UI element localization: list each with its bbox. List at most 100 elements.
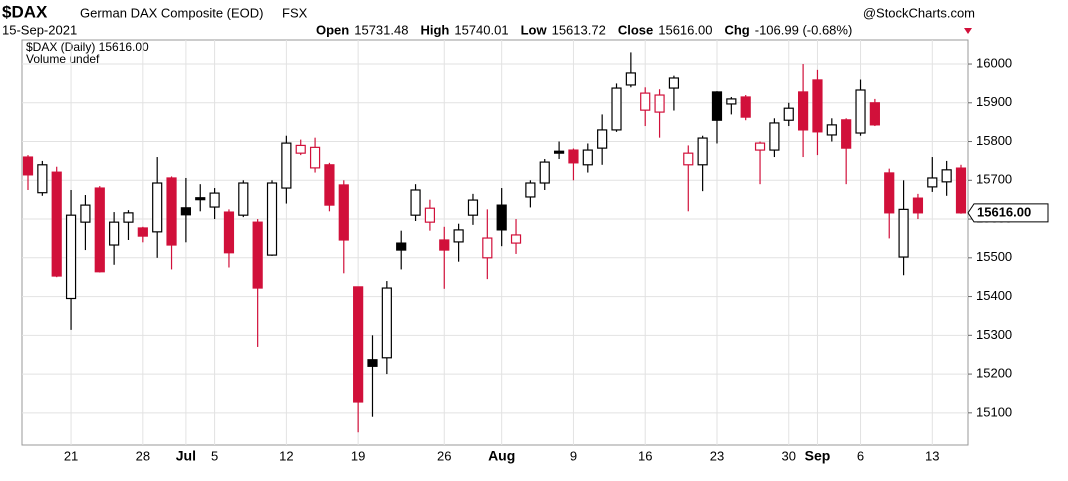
quote-value: -106.99 (-0.68%) (755, 22, 853, 37)
x-tick-label: Sep (805, 448, 831, 464)
candle-body (309, 146, 321, 169)
candle-body (209, 192, 220, 208)
legend-volume: Volume undef (26, 52, 100, 66)
name: German DAX Composite (EOD) (80, 5, 264, 20)
candle-body (367, 359, 378, 367)
y-tick-label: 15700 (976, 172, 1012, 187)
candle-body (137, 227, 148, 237)
x-tick-label: 6 (857, 448, 864, 463)
x-tick-label: 19 (351, 448, 365, 463)
candle-body (223, 211, 235, 254)
candle-body (94, 187, 105, 273)
x-tick-label: 30 (782, 448, 796, 463)
quote-label: High (420, 22, 449, 37)
quote-value: 15613.72 (552, 22, 606, 37)
x-tick-label: 28 (136, 448, 150, 463)
candle-body (640, 92, 651, 111)
quote: Open 15731.48 High 15740.01 Low 15613.72 Close… (316, 22, 852, 37)
candle-body (683, 152, 694, 166)
candle-body (783, 107, 794, 121)
quote-value: 15731.48 (354, 22, 408, 37)
y-tick-label: 15400 (976, 288, 1012, 303)
quote-value: 15616.00 (658, 22, 712, 37)
candle-body (553, 150, 565, 154)
last-price-label: 15616.00 (977, 204, 1031, 219)
x-tick-label: 9 (570, 448, 577, 463)
x-tick-label: Aug (488, 448, 515, 464)
candle-body (51, 171, 62, 277)
legend-price: $DAX (Daily) 15616.00 (26, 40, 149, 54)
candle-body (539, 161, 550, 184)
y-tick-label: 15900 (976, 94, 1012, 109)
candle-body (668, 77, 680, 89)
y-tick-label: 15500 (976, 249, 1012, 264)
candle-body (166, 177, 177, 246)
x-tick-label: 5 (211, 448, 218, 463)
candle-body (812, 79, 823, 133)
candle-body (80, 204, 91, 223)
x-tick-label: 26 (437, 448, 451, 463)
candle-body (826, 124, 837, 136)
quote-label: Close (618, 22, 653, 37)
candle-body (955, 167, 967, 214)
candle-body (353, 286, 364, 403)
candle-body (381, 287, 392, 359)
candle-body (912, 197, 924, 214)
y-tick-label: 15300 (976, 327, 1012, 342)
candle-body (295, 144, 306, 154)
y-tick-label: 16000 (976, 55, 1012, 70)
quote-label: Open (316, 22, 349, 37)
x-tick-label: 12 (279, 448, 293, 463)
candle-body (754, 142, 766, 151)
candle-body (884, 172, 895, 214)
candle-body (510, 234, 522, 244)
candle-body (238, 182, 249, 216)
candle-body (625, 72, 636, 86)
candle-body (195, 197, 206, 201)
candle-body (726, 98, 737, 105)
candle-body (611, 87, 622, 131)
candle-body (525, 182, 536, 198)
candle-body (37, 164, 48, 194)
date: 15-Sep-2021 (2, 22, 77, 37)
plot-area (21, 39, 969, 446)
candle-body (152, 182, 163, 233)
candle-body (697, 137, 708, 166)
y-tick-label: 15100 (976, 404, 1012, 419)
candle-body (654, 94, 665, 113)
x-tick-label: 23 (710, 448, 724, 463)
x-tick-label: 16 (638, 448, 652, 463)
y-tick-label: 15200 (976, 366, 1012, 381)
source: @StockCharts.com (863, 5, 975, 20)
candle-body (941, 169, 952, 183)
candle-body (898, 208, 909, 258)
candle-body (597, 129, 608, 149)
price-box (967, 203, 1049, 223)
candle-body (869, 102, 880, 126)
candle-body (740, 96, 751, 118)
x-tick-label: Jul (176, 448, 196, 464)
candle-body (482, 237, 493, 259)
symbol: $DAX (2, 2, 48, 21)
candle-body (496, 204, 507, 231)
y-tick-label: 15800 (976, 133, 1012, 148)
x-tick-label: 13 (925, 448, 939, 463)
x-tick-label: 21 (64, 448, 78, 463)
quote-label: Low (521, 22, 548, 37)
candle-body (711, 91, 723, 121)
quote-value: 15740.01 (454, 22, 508, 37)
candle-body (123, 212, 134, 223)
candle-body (568, 149, 579, 164)
candle-body (453, 229, 464, 243)
candle-body (798, 91, 809, 131)
candle-body (396, 242, 407, 251)
candle-body (65, 214, 77, 300)
candle-body (769, 122, 780, 151)
candle-body (582, 149, 593, 166)
candle-body (22, 156, 34, 176)
candle-body (467, 199, 479, 216)
chg-arrow (964, 28, 972, 34)
candle-body (855, 89, 866, 134)
candle-body (109, 221, 120, 246)
